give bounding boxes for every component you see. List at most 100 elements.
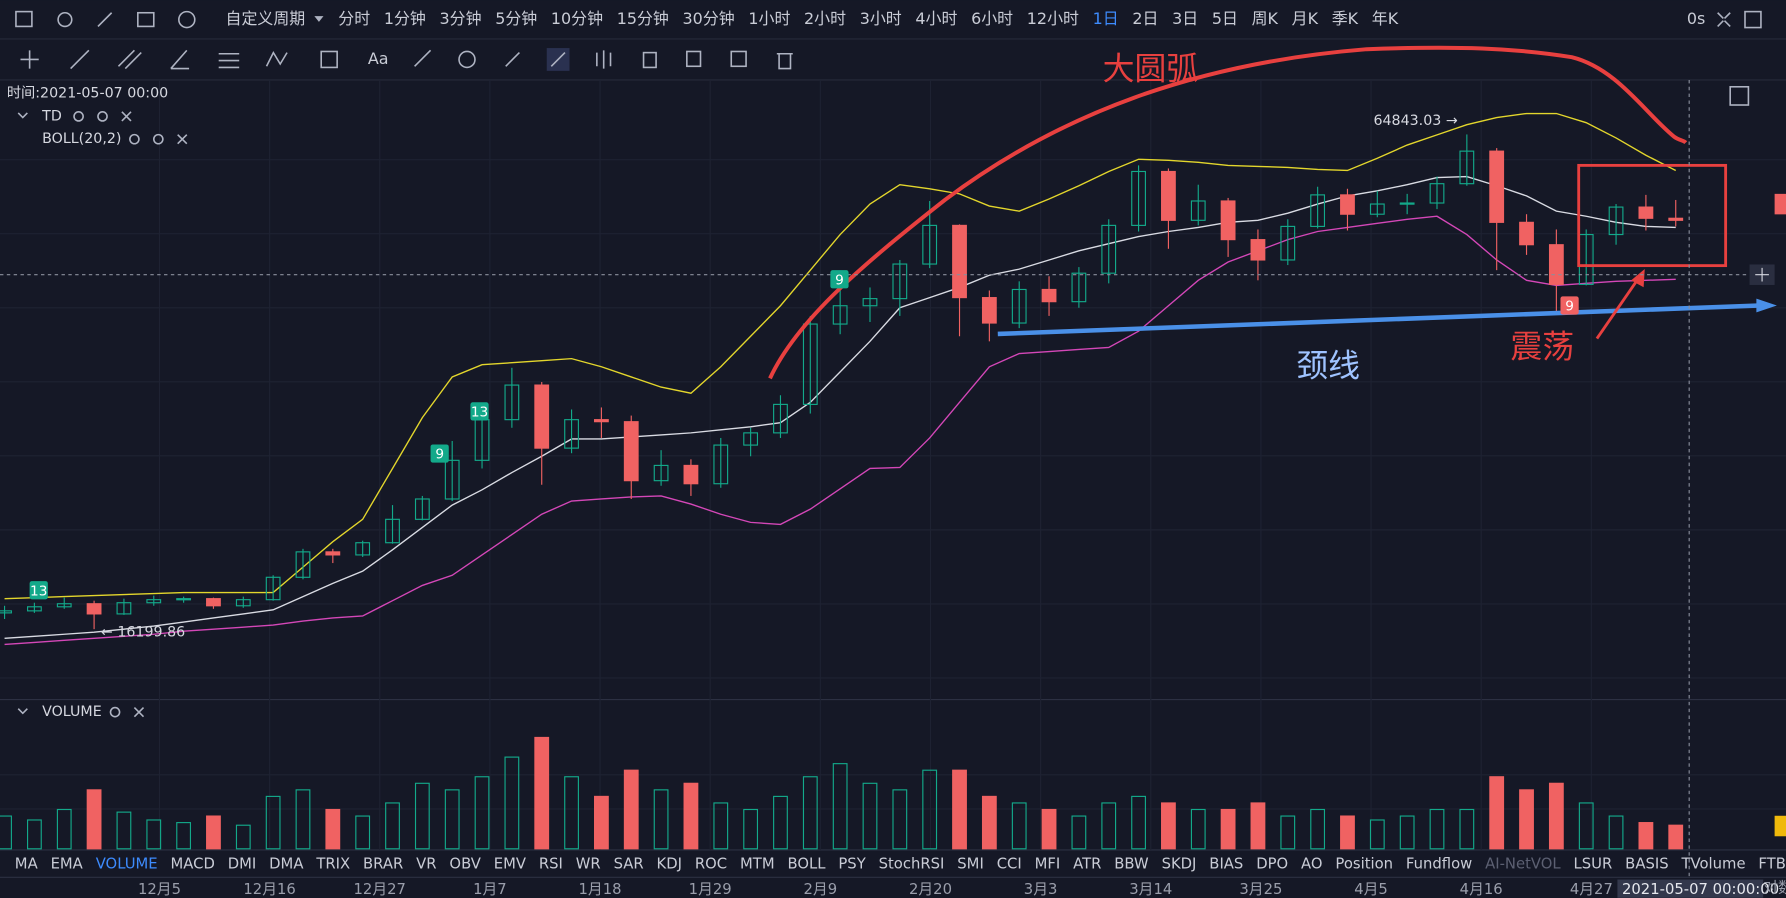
tool-fib[interactable] <box>218 52 240 69</box>
indicator-tab[interactable]: VOLUME <box>96 856 158 873</box>
candle-body <box>653 464 669 482</box>
volume-bar <box>1190 808 1206 850</box>
period-button[interactable]: 季K <box>1332 9 1359 28</box>
period-button[interactable]: 15分钟 <box>617 9 669 28</box>
eye-icon[interactable] <box>129 133 140 145</box>
indicator-tab[interactable]: StochRSI <box>879 856 945 873</box>
indicator-tab[interactable]: DPO <box>1256 856 1288 873</box>
tool-wave[interactable] <box>265 50 288 67</box>
indicator-tab[interactable]: SMI <box>957 856 984 873</box>
indicator-tab[interactable]: MFI <box>1035 856 1061 873</box>
custom-period[interactable]: 自定义周期 <box>226 9 306 28</box>
indicator-tab[interactable]: EMV <box>494 856 526 873</box>
indicator-tab[interactable]: DMA <box>269 856 303 873</box>
period-button[interactable]: 分时 <box>338 9 370 28</box>
x-axis-label: 3月14 <box>1129 881 1172 898</box>
dropdown-caret[interactable] <box>314 16 324 22</box>
indicator-tab[interactable]: BASIS <box>1625 856 1668 873</box>
indicator-tab[interactable]: AI-NetVOL <box>1485 856 1561 873</box>
indicator-tab[interactable]: BBW <box>1114 856 1149 873</box>
indicator-tab[interactable]: ATR <box>1073 856 1101 873</box>
indicator-tab[interactable]: Position <box>1335 856 1393 873</box>
td-badge <box>29 581 48 600</box>
indicator-tab[interactable]: MA <box>15 856 38 873</box>
indicator-tab[interactable]: TRIX <box>315 856 350 873</box>
indicator-tab[interactable]: AO <box>1301 856 1323 873</box>
tool-angle[interactable] <box>170 49 190 70</box>
period-button[interactable]: 6小时 <box>971 9 1013 28</box>
close-icon[interactable] <box>121 111 132 122</box>
indicator-tab[interactable]: PSY <box>838 856 866 873</box>
tool-rect[interactable] <box>320 50 338 69</box>
tool-ruler[interactable] <box>505 52 520 67</box>
icon-window[interactable] <box>1744 10 1762 29</box>
tool-copy[interactable] <box>686 50 702 68</box>
indicator-tab[interactable]: TVolume <box>1680 856 1745 873</box>
indicator-tab[interactable]: KDJ <box>657 856 682 873</box>
tool-candles[interactable] <box>596 50 612 69</box>
period-button[interactable]: 3小时 <box>860 9 902 28</box>
indicator-tab[interactable]: OBV <box>449 856 480 873</box>
period-button[interactable]: 3分钟 <box>440 9 482 28</box>
indicator-tab[interactable]: WR <box>576 856 601 873</box>
icon-draw[interactable] <box>97 12 113 27</box>
tool-edit[interactable] <box>730 50 747 68</box>
period-button[interactable]: 周K <box>1252 9 1279 28</box>
collapse-icon[interactable] <box>17 112 28 715</box>
period-button[interactable]: 1小时 <box>748 9 790 28</box>
tool-line[interactable] <box>70 49 90 70</box>
indicator-tab[interactable]: FTBS <box>1758 856 1786 873</box>
indicator-tab[interactable]: Fundflow <box>1406 856 1472 873</box>
indicator-tab[interactable]: LSUR <box>1574 856 1613 873</box>
tool-text[interactable]: Aa <box>368 49 389 68</box>
icon-chart[interactable] <box>15 10 33 28</box>
tool-lock[interactable] <box>642 51 657 69</box>
tool-pen[interactable] <box>550 52 566 67</box>
icon-fullscreen[interactable] <box>1717 12 1731 27</box>
period-button[interactable]: 4小时 <box>915 9 957 28</box>
volume-bar <box>1578 802 1594 850</box>
icon-expand[interactable] <box>1729 85 1750 106</box>
indicator-tab[interactable]: ROC <box>695 856 727 873</box>
plus-icon[interactable] <box>1755 267 1769 282</box>
indicator-tab[interactable]: MACD <box>171 856 215 873</box>
settings-icon[interactable] <box>109 706 121 718</box>
indicator-tab[interactable]: EMA <box>51 856 83 873</box>
close-icon[interactable] <box>133 134 188 718</box>
tool-channel[interactable] <box>117 49 142 70</box>
period-button[interactable]: 30分钟 <box>683 9 735 28</box>
settings-icon[interactable] <box>97 111 108 122</box>
period-button[interactable]: 2小时 <box>804 9 846 28</box>
settings-icon[interactable] <box>152 133 164 145</box>
indicator-tab[interactable]: BRAR <box>363 856 403 873</box>
icon-clock[interactable] <box>178 10 196 29</box>
tool-cross[interactable] <box>20 50 39 69</box>
period-button[interactable]: 2日 <box>1132 9 1158 28</box>
period-button[interactable]: 1日 <box>1093 9 1119 28</box>
period-button[interactable]: 12小时 <box>1027 9 1079 28</box>
period-button[interactable]: 5分钟 <box>495 9 537 28</box>
icon-settings[interactable] <box>57 11 73 28</box>
indicator-tab[interactable]: SAR <box>614 856 644 873</box>
tool-magnet[interactable] <box>458 50 476 69</box>
period-button[interactable]: 月K <box>1292 9 1319 28</box>
period-button[interactable]: 年K <box>1372 9 1399 28</box>
indicator-tab[interactable]: BOLL <box>787 856 826 873</box>
indicator-tab[interactable]: DMI <box>228 856 257 873</box>
indicator-tab[interactable]: CCI <box>997 856 1022 873</box>
icon-layout[interactable] <box>137 11 155 28</box>
period-button[interactable]: 3日 <box>1172 9 1198 28</box>
period-button[interactable]: 5日 <box>1212 9 1238 28</box>
period-button[interactable]: 1分钟 <box>384 9 426 28</box>
period-button[interactable]: 10分钟 <box>551 9 603 28</box>
indicator-tab[interactable]: RSI <box>539 856 563 873</box>
min-price-label: ← 16199.86 <box>101 625 185 641</box>
tool-brush[interactable] <box>414 49 432 67</box>
tool-delete[interactable] <box>776 52 793 70</box>
indicator-tab[interactable]: VR <box>416 856 436 873</box>
indicator-tab[interactable]: SKDJ <box>1162 856 1197 873</box>
indicator-tab[interactable]: MTM <box>740 856 775 873</box>
indicator-tab[interactable]: BIAS <box>1209 856 1243 873</box>
eye-icon[interactable] <box>73 111 84 122</box>
log-toggle[interactable]: 对数 <box>1763 880 1786 897</box>
